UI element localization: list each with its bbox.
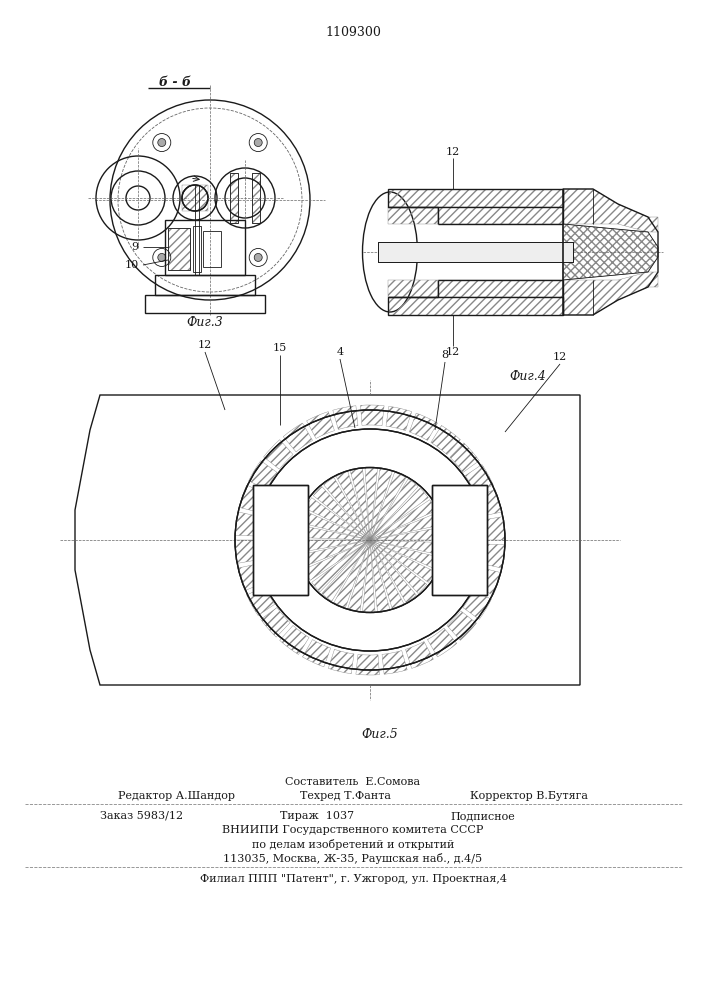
Bar <box>432 485 487 595</box>
Text: Тираж  1037: Тираж 1037 <box>280 811 354 821</box>
Bar <box>253 485 308 595</box>
Bar <box>432 485 487 595</box>
Text: Филиал ППП "Патент", г. Ужгород, ул. Проектная,4: Филиал ППП "Патент", г. Ужгород, ул. Про… <box>199 874 506 884</box>
Text: 12: 12 <box>446 147 460 157</box>
Text: 12: 12 <box>198 340 212 350</box>
Bar <box>165 220 245 275</box>
Circle shape <box>158 139 165 147</box>
Bar <box>168 228 190 270</box>
Text: Фиг.4: Фиг.4 <box>510 370 547 383</box>
Text: ВНИИПИ Государственного комитета СССР: ВНИИПИ Государственного комитета СССР <box>222 825 484 835</box>
Text: б - б: б - б <box>159 76 191 89</box>
Bar <box>182 185 208 211</box>
Text: по делам изобретений и открытий: по делам изобретений и открытий <box>252 838 454 850</box>
Text: 9: 9 <box>132 242 139 252</box>
Bar <box>388 189 563 207</box>
Text: 15: 15 <box>273 343 287 353</box>
Text: Техред Т.Фанта: Техред Т.Фанта <box>300 791 391 801</box>
Text: 10: 10 <box>125 260 139 270</box>
Circle shape <box>255 139 262 147</box>
Bar <box>388 297 563 315</box>
Bar <box>230 173 238 223</box>
Text: Подписное: Подписное <box>450 811 515 821</box>
Bar <box>230 173 238 223</box>
Text: 4: 4 <box>337 347 344 357</box>
Text: Корректор В.Бутяга: Корректор В.Бутяга <box>470 791 588 801</box>
Bar <box>145 295 265 313</box>
Circle shape <box>158 253 165 261</box>
Text: Фиг.3: Фиг.3 <box>187 316 223 330</box>
Bar <box>388 297 563 315</box>
Text: 8: 8 <box>441 350 448 360</box>
Text: Фиг.5: Фиг.5 <box>361 728 398 742</box>
Text: Заказ 5983/12: Заказ 5983/12 <box>100 811 183 821</box>
Bar <box>432 485 487 595</box>
Bar <box>378 242 573 262</box>
Text: 12: 12 <box>446 347 460 357</box>
Bar <box>378 242 573 262</box>
Bar <box>253 485 308 595</box>
Text: 12: 12 <box>553 352 567 362</box>
Text: 113035, Москва, Ж-35, Раушская наб., д.4/5: 113035, Москва, Ж-35, Раушская наб., д.4… <box>223 852 483 863</box>
Bar <box>388 189 563 207</box>
Text: Составитель  Е.Сомова: Составитель Е.Сомова <box>286 777 421 787</box>
Text: Редактор А.Шандор: Редактор А.Шандор <box>118 791 235 801</box>
Bar <box>253 485 308 595</box>
Circle shape <box>255 253 262 261</box>
Text: 1109300: 1109300 <box>325 26 381 39</box>
Bar <box>203 231 221 267</box>
Bar <box>252 173 260 223</box>
Bar <box>168 228 190 270</box>
Bar <box>252 173 260 223</box>
Bar <box>155 275 255 295</box>
Bar <box>193 226 201 272</box>
